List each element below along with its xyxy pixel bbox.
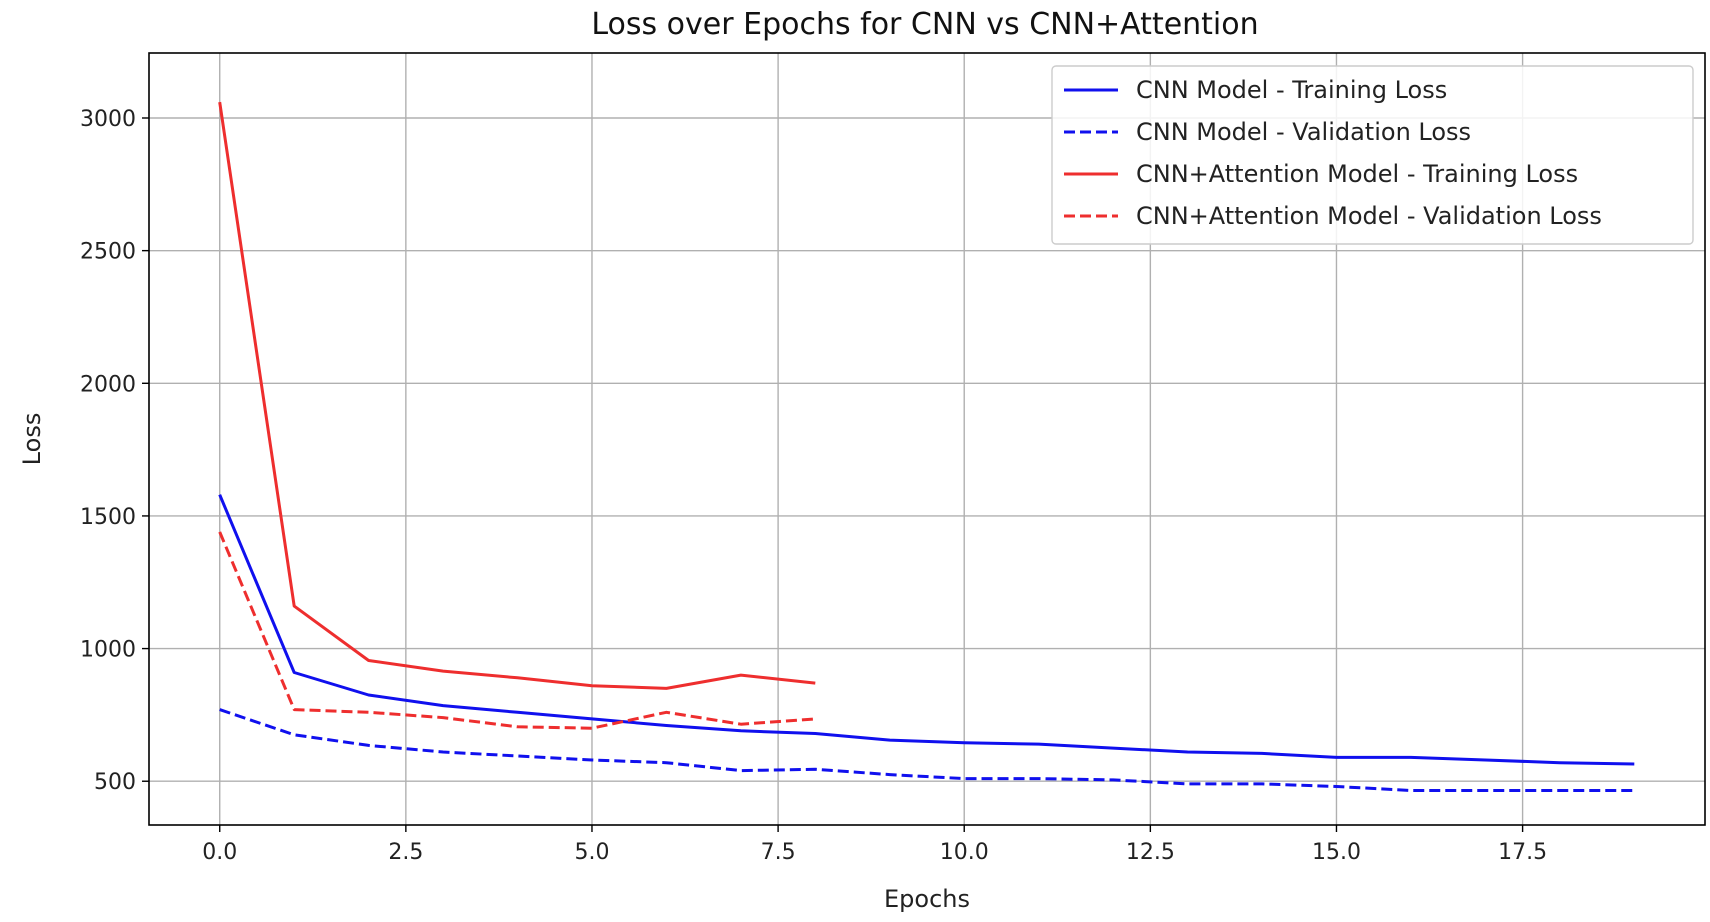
x-tick-label: 17.5 [1498, 840, 1547, 865]
legend-label: CNN Model - Validation Loss [1136, 118, 1471, 146]
x-tick-label: 15.0 [1312, 840, 1361, 865]
plot-frame [148, 52, 1706, 826]
chart-title: Loss over Epochs for CNN vs CNN+Attentio… [591, 7, 1258, 42]
y-tick-label: 3000 [80, 107, 136, 132]
y-tick-label: 500 [94, 770, 136, 795]
x-axis: 0.0 2.5 5.0 7.5 10.0 12.5 15.0 17.5 [202, 825, 1547, 865]
x-tick-label: 7.5 [761, 840, 796, 865]
x-tick-label: 2.5 [388, 840, 423, 865]
legend-frame [1051, 65, 1694, 245]
legend: CNN Model - Training Loss CNN Model - Val… [1051, 65, 1694, 245]
x-tick-label: 5.0 [574, 840, 609, 865]
series-line [218, 531, 816, 730]
x-axis-title: Epochs [884, 885, 970, 913]
x-tick-label: 12.5 [1126, 840, 1175, 865]
y-tick-label: 1500 [80, 505, 136, 530]
series-line [218, 494, 1635, 766]
legend-label: CNN Model - Training Loss [1136, 76, 1447, 104]
series-line [218, 101, 816, 690]
series-lines [218, 101, 1635, 792]
y-axis-title: Loss [18, 413, 46, 466]
y-tick-label: 2000 [80, 372, 136, 397]
y-tick-label: 2500 [80, 240, 136, 265]
legend-label: CNN+Attention Model - Validation Loss [1136, 202, 1602, 230]
legend-label: CNN+Attention Model - Training Loss [1136, 160, 1578, 188]
series-line [219, 708, 1635, 792]
x-tick-label: 10.0 [940, 840, 989, 865]
y-axis: 500 1000 1500 2000 2500 3000 [80, 107, 149, 795]
y-tick-label: 1000 [80, 638, 136, 663]
x-tick-label: 0.0 [202, 840, 237, 865]
